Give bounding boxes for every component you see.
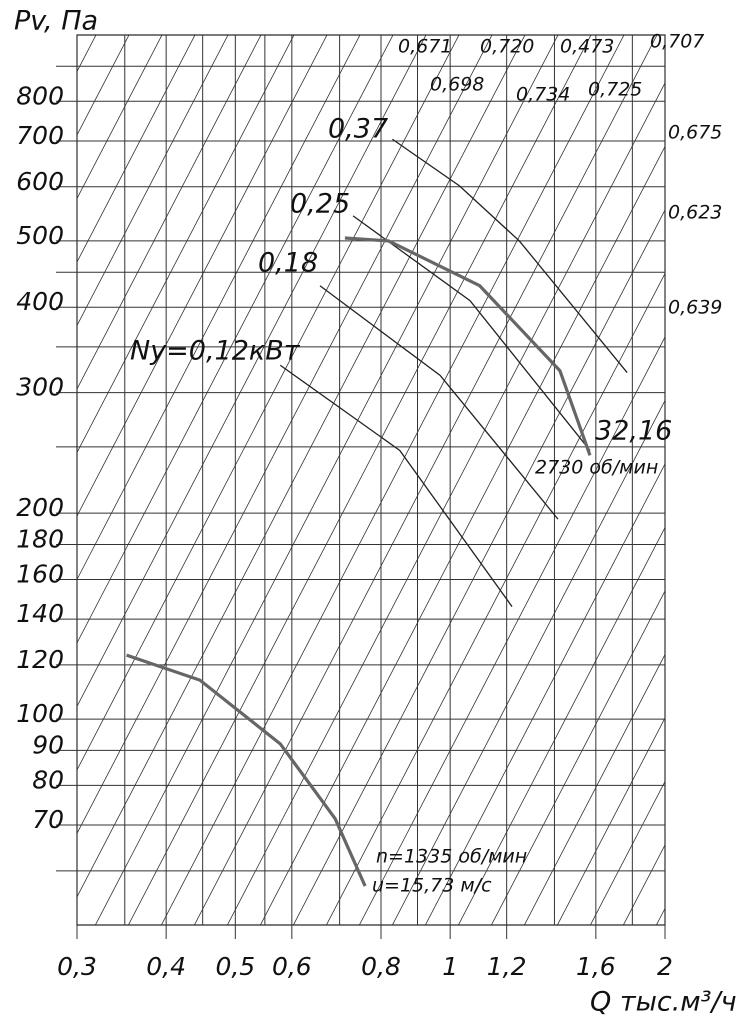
curve-label: 0,18 [258, 248, 318, 279]
annotation: 0,671 [398, 36, 452, 58]
annotation: 0,707 [650, 31, 704, 53]
efficiency-line [77, 35, 229, 327]
annotation: 0,473 [560, 36, 614, 58]
y-tick-label: 400 [16, 287, 64, 316]
efficiency-line [77, 35, 361, 581]
efficiency-line [127, 35, 592, 925]
y-tick-label: 300 [16, 373, 64, 402]
efficiency-line [457, 526, 665, 925]
efficiency-line [77, 35, 493, 835]
annotation: 0,725 [588, 79, 642, 101]
efficiency-line [77, 35, 262, 390]
y-tick-label: 100 [16, 699, 64, 728]
curve [344, 236, 592, 456]
annotation: 0,698 [430, 74, 484, 96]
y-tick-label: 700 [16, 121, 64, 150]
efficiency-line [193, 35, 658, 925]
annotation: u=15,73 м/с [372, 875, 492, 897]
efficiency-line [556, 717, 665, 925]
y-tick-label: 160 [16, 559, 64, 588]
x-tick-label: 0,5 [215, 952, 255, 981]
y-tick-label: 800 [16, 81, 64, 110]
curve-label: 2730 об/мин [535, 457, 658, 479]
efficiency-line [77, 35, 163, 200]
x-axis-label: Q тыс.м³/ч [590, 987, 736, 1018]
y-tick-label: 500 [16, 221, 64, 250]
y-tick-label: 80 [32, 765, 64, 794]
annotation: 0,675 [668, 122, 722, 144]
efficiency-line [77, 35, 295, 454]
x-tick-label: 0,3 [57, 952, 97, 981]
efficiency-lines [0, 0, 665, 945]
efficiency-line [77, 35, 130, 136]
efficiency-line [523, 653, 665, 925]
x-tick-label: 0,8 [361, 952, 401, 981]
curve-label: Ny=0,12кВт [130, 336, 301, 367]
efficiency-line [160, 35, 625, 925]
curve [126, 653, 367, 887]
x-tick-label: 2 [657, 952, 673, 981]
efficiency-line [259, 145, 665, 925]
x-tick-label: 1,2 [487, 952, 527, 981]
efficiency-line [77, 35, 460, 771]
y-tick-label: 600 [16, 167, 64, 196]
annotation: 32,16 [595, 416, 672, 447]
y-tick-label: 140 [16, 599, 64, 628]
curve-label: n=1335 об/мин [376, 846, 527, 868]
y-tick-label: 120 [16, 645, 64, 674]
x-tick-label: 0,6 [272, 952, 312, 981]
annotation: 0,734 [516, 84, 570, 106]
efficiency-line [325, 272, 665, 925]
x-tick-label: 1,6 [576, 952, 616, 981]
x-tick-label: 0,4 [146, 952, 186, 981]
efficiency-line [77, 35, 427, 708]
curve [279, 364, 513, 608]
annotation: 0,639 [668, 297, 722, 319]
efficiency-line [77, 35, 526, 898]
y-tick-label: 200 [16, 493, 64, 522]
annotation: 0,623 [668, 202, 722, 224]
y-tick-label: 180 [16, 524, 64, 553]
annotation: 0,720 [480, 36, 534, 58]
y-tick-label: 90 [32, 730, 64, 759]
efficiency-line [391, 399, 665, 925]
curve-label: 0,25 [290, 189, 350, 220]
efficiency-line [424, 463, 665, 925]
curve-label: 0,37 [328, 114, 388, 145]
efficiency-line [77, 35, 394, 644]
efficiency-line [94, 35, 559, 925]
curve [319, 285, 559, 520]
efficiency-line [0, 0, 11, 945]
efficiency-line [77, 35, 328, 517]
y-axis-label: Pv, Па [14, 6, 98, 37]
x-tick-label: 1 [442, 952, 458, 981]
curve [392, 138, 628, 373]
y-tick-label: 70 [32, 805, 64, 834]
efficiency-line [77, 35, 196, 263]
efficiency-line [292, 209, 665, 925]
efficiency-line [490, 590, 665, 925]
efficiency-line [358, 336, 665, 925]
